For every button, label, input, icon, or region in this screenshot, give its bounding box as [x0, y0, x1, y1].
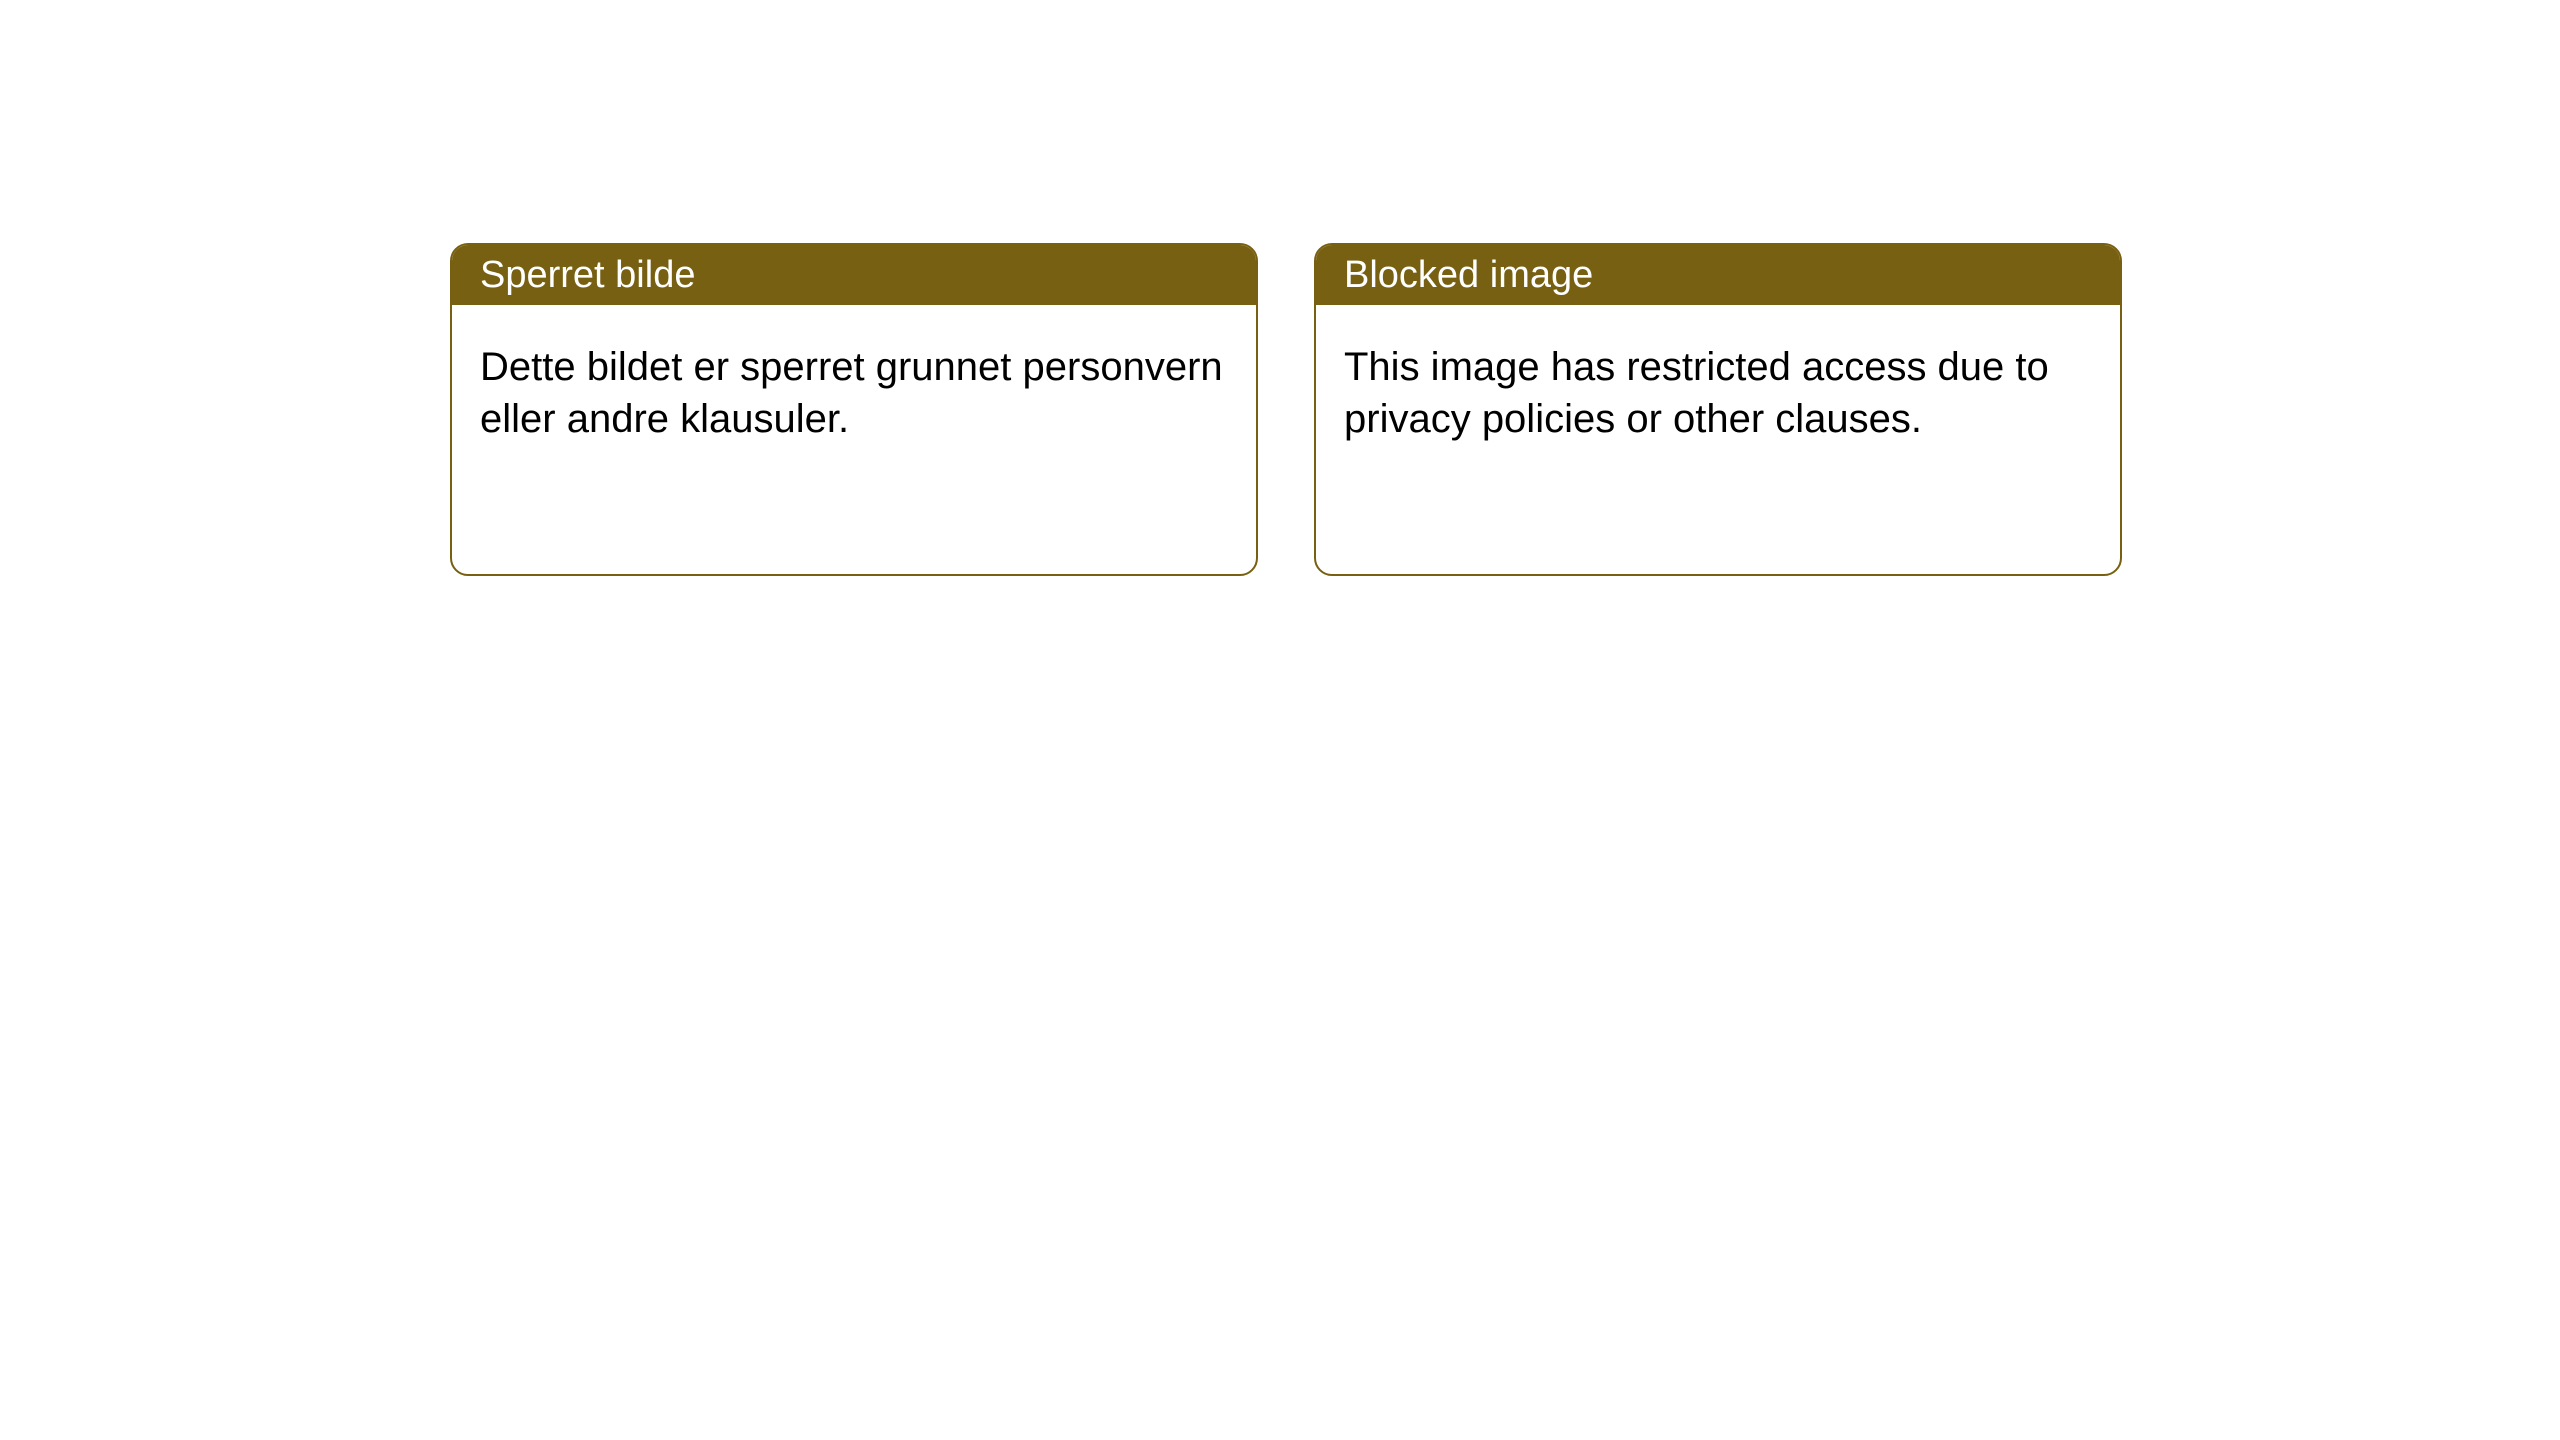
cards-container: Sperret bilde Dette bildet er sperret gr… [450, 243, 2122, 576]
card-text-norwegian: Dette bildet er sperret grunnet personve… [480, 345, 1223, 441]
card-title-english: Blocked image [1344, 254, 1593, 297]
card-title-norwegian: Sperret bilde [480, 254, 695, 297]
card-text-english: This image has restricted access due to … [1344, 345, 2049, 441]
card-header-english: Blocked image [1316, 245, 2120, 305]
card-norwegian: Sperret bilde Dette bildet er sperret gr… [450, 243, 1258, 576]
card-body-norwegian: Dette bildet er sperret grunnet personve… [452, 305, 1256, 481]
card-header-norwegian: Sperret bilde [452, 245, 1256, 305]
card-english: Blocked image This image has restricted … [1314, 243, 2122, 576]
card-body-english: This image has restricted access due to … [1316, 305, 2120, 481]
